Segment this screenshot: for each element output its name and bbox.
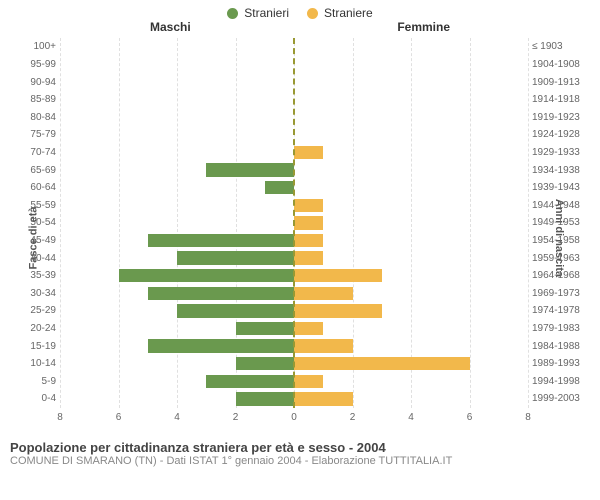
birth-label: 1979-1983	[532, 323, 596, 334]
bar-male	[236, 322, 295, 335]
age-label: 25-29	[18, 305, 56, 316]
age-label: 85-89	[18, 94, 56, 105]
chart-subtitle: COMUNE DI SMARANO (TN) - Dati ISTAT 1° g…	[0, 455, 600, 467]
bar-male	[206, 163, 294, 176]
age-label: 50-54	[18, 217, 56, 228]
xtick: 6	[467, 412, 473, 423]
legend: Stranieri Straniere	[0, 0, 600, 20]
age-label: 90-94	[18, 77, 56, 88]
birth-label: 1964-1968	[532, 270, 596, 281]
xtick: 8	[57, 412, 63, 423]
age-label: 40-44	[18, 253, 56, 264]
birth-label: 1959-1963	[532, 253, 596, 264]
column-headers: Maschi Femmine	[0, 20, 600, 38]
birth-label: 1944-1948	[532, 200, 596, 211]
bar-female	[294, 269, 382, 282]
bar-male	[177, 304, 294, 317]
bar-male	[265, 181, 294, 194]
birth-label: 1929-1933	[532, 147, 596, 158]
bar-male	[119, 269, 295, 282]
center-divider	[293, 38, 295, 408]
bar-male	[236, 392, 295, 405]
birth-label: 1969-1973	[532, 288, 596, 299]
age-label: 30-34	[18, 288, 56, 299]
age-label: 70-74	[18, 147, 56, 158]
age-label: 0-4	[18, 393, 56, 404]
birth-label: 1934-1938	[532, 165, 596, 176]
xtick: 2	[350, 412, 356, 423]
birth-label: 1989-1993	[532, 358, 596, 369]
x-axis: 8 6 4 2 0 2 4 6 8	[60, 412, 528, 426]
age-label: 55-59	[18, 200, 56, 211]
birth-label: 1914-1918	[532, 94, 596, 105]
birth-label: 1904-1908	[532, 59, 596, 70]
age-label: 95-99	[18, 59, 56, 70]
header-female: Femmine	[397, 20, 450, 34]
plot: 100+≤ 190395-991904-190890-941909-191385…	[60, 38, 528, 408]
bar-female	[294, 234, 323, 247]
bar-female	[294, 251, 323, 264]
age-label: 20-24	[18, 323, 56, 334]
birth-label: 1999-2003	[532, 393, 596, 404]
age-label: 60-64	[18, 182, 56, 193]
birth-label: 1994-1998	[532, 376, 596, 387]
birth-label: 1919-1923	[532, 112, 596, 123]
legend-swatch-male	[227, 8, 238, 19]
legend-item-male: Stranieri	[227, 6, 289, 20]
xtick: 0	[291, 412, 297, 423]
bar-male	[206, 375, 294, 388]
bar-male	[177, 251, 294, 264]
header-male: Maschi	[150, 20, 191, 34]
birth-label: 1984-1988	[532, 341, 596, 352]
xtick: 4	[174, 412, 180, 423]
age-label: 5-9	[18, 376, 56, 387]
bar-female	[294, 392, 353, 405]
bar-female	[294, 375, 323, 388]
chart-title: Popolazione per cittadinanza straniera p…	[0, 438, 600, 455]
age-label: 10-14	[18, 358, 56, 369]
age-label: 100+	[18, 41, 56, 52]
birth-label: 1954-1958	[532, 235, 596, 246]
xtick: 2	[233, 412, 239, 423]
bar-male	[148, 339, 294, 352]
age-label: 35-39	[18, 270, 56, 281]
age-label: 75-79	[18, 129, 56, 140]
xtick: 4	[408, 412, 414, 423]
birth-label: 1949-1953	[532, 217, 596, 228]
age-label: 65-69	[18, 165, 56, 176]
age-label: 45-49	[18, 235, 56, 246]
birth-label: 1974-1978	[532, 305, 596, 316]
birth-label: 1924-1928	[532, 129, 596, 140]
bar-male	[148, 234, 294, 247]
bar-female	[294, 146, 323, 159]
xtick: 8	[525, 412, 531, 423]
birth-label: ≤ 1903	[532, 41, 596, 52]
legend-label-female: Straniere	[324, 6, 373, 20]
xtick: 6	[116, 412, 122, 423]
birth-label: 1909-1913	[532, 77, 596, 88]
age-label: 80-84	[18, 112, 56, 123]
bar-female	[294, 357, 470, 370]
chart-area: Fasce di età Anni di nascita 100+≤ 19039…	[0, 38, 600, 438]
legend-swatch-female	[307, 8, 318, 19]
bar-female	[294, 199, 323, 212]
birth-label: 1939-1943	[532, 182, 596, 193]
bar-male	[236, 357, 295, 370]
bar-female	[294, 287, 353, 300]
legend-label-male: Stranieri	[244, 6, 289, 20]
bar-female	[294, 216, 323, 229]
bar-male	[148, 287, 294, 300]
bar-female	[294, 322, 323, 335]
bar-female	[294, 304, 382, 317]
bar-female	[294, 339, 353, 352]
legend-item-female: Straniere	[307, 6, 373, 20]
age-label: 15-19	[18, 341, 56, 352]
